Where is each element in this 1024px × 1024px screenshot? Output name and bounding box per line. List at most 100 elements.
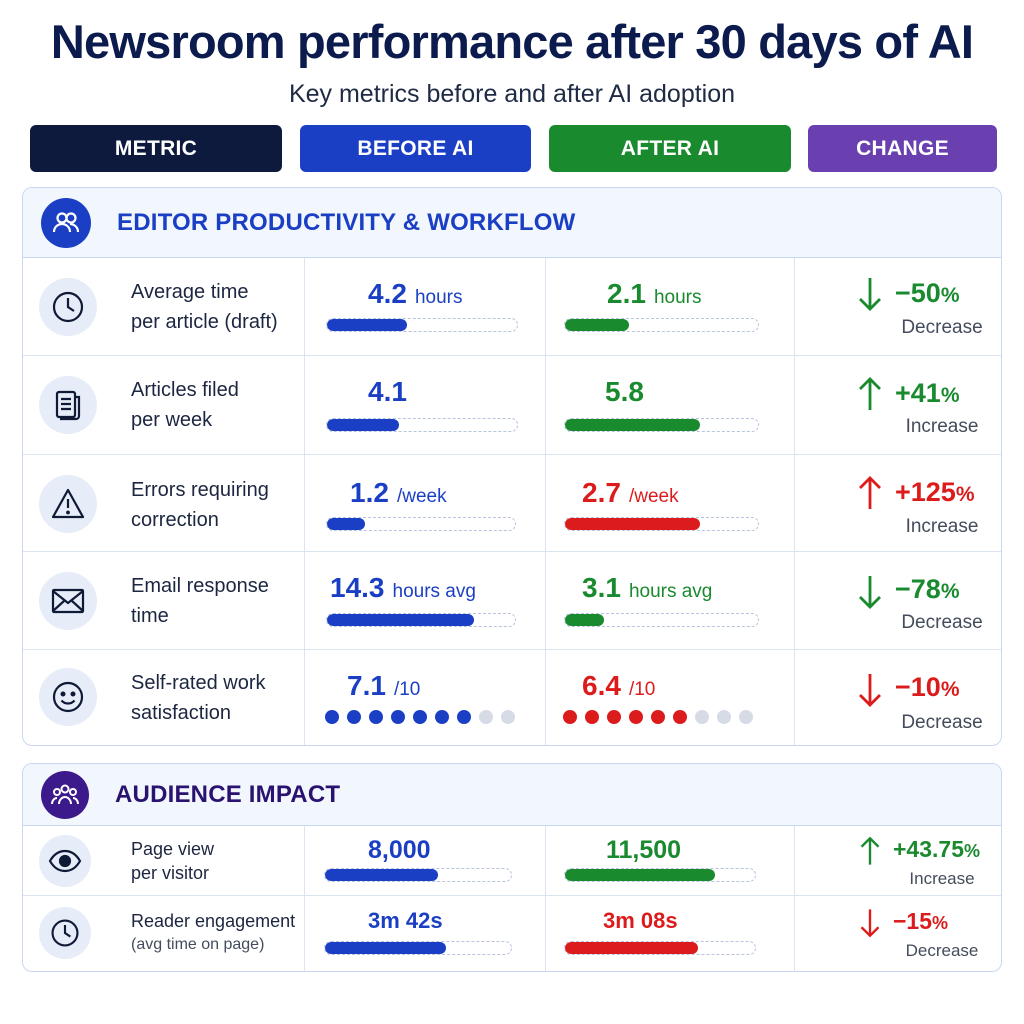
before-value: 14.3 hours avg bbox=[330, 572, 476, 603]
change-value: −50 bbox=[895, 278, 941, 308]
metric-label: Average time per article (draft) bbox=[131, 281, 278, 333]
rating-dot-filled bbox=[369, 710, 383, 724]
rating-dot-empty bbox=[717, 710, 731, 724]
table-row: Errors requiring correction 1.2/week 2.7/… bbox=[23, 455, 1001, 552]
after-value: 3.1 hours avg bbox=[582, 572, 713, 603]
change-cell: −15% Decrease bbox=[831, 896, 1001, 971]
before-progress-bar bbox=[326, 318, 518, 332]
after-value: 5.8 bbox=[605, 376, 644, 407]
eye-icon bbox=[39, 835, 91, 887]
before-value: 7.1/10 bbox=[347, 670, 421, 701]
rating-dot-filled bbox=[673, 710, 687, 724]
rating-dot-filled bbox=[629, 710, 643, 724]
table-row: Articles filed per week 4.1 5.8 +41% Incr… bbox=[23, 356, 1001, 455]
before-value: 4.2 hours bbox=[368, 278, 463, 309]
change-label: Decrease bbox=[905, 941, 979, 960]
page-subtitle: Key metrics before and after AI adoption bbox=[288, 80, 736, 108]
arrow-down-icon bbox=[860, 909, 880, 938]
divider bbox=[304, 826, 305, 971]
column-header-after: AFTER AI bbox=[549, 125, 791, 172]
section-header: EDITOR PRODUCTIVITY & WORKFLOW bbox=[23, 188, 1001, 258]
rating-dot-empty bbox=[695, 710, 709, 724]
rating-dot-filled bbox=[563, 710, 577, 724]
table-row: Reader engagement (avg time on page) 3m 4… bbox=[23, 896, 1001, 971]
after-progress-bar bbox=[564, 318, 759, 332]
metric-label: Self-rated work satisfaction bbox=[131, 672, 266, 724]
after-value: 2.7/week bbox=[582, 477, 679, 508]
document-icon bbox=[39, 376, 97, 434]
metric-label: Articles filed per week bbox=[131, 379, 239, 431]
divider bbox=[794, 826, 795, 971]
column-header-metric: METRIC bbox=[30, 125, 282, 172]
divider bbox=[794, 258, 795, 745]
arrow-up-icon bbox=[860, 836, 880, 865]
change-value: −10 bbox=[895, 672, 941, 702]
column-header-before: BEFORE AI bbox=[300, 125, 531, 172]
after-value: 3m 08s bbox=[603, 908, 678, 933]
change-cell: +43.75% Increase bbox=[831, 826, 1001, 896]
before-value: 4.1 bbox=[368, 376, 407, 407]
after-value: 2.1 hours bbox=[607, 278, 702, 309]
arrow-up-icon bbox=[859, 377, 881, 410]
arrow-down-icon bbox=[859, 674, 881, 707]
rating-dot-filled bbox=[435, 710, 449, 724]
rating-dot-filled bbox=[413, 710, 427, 724]
before-value: 3m 42s bbox=[368, 908, 443, 933]
arrow-down-icon bbox=[859, 576, 881, 609]
after-progress-bar bbox=[564, 941, 756, 955]
change-cell: −78% Decrease bbox=[831, 552, 1001, 650]
divider bbox=[304, 258, 305, 745]
before-progress-bar bbox=[324, 941, 512, 955]
after-value: 11,500 bbox=[606, 836, 682, 864]
before-value: 1.2/week bbox=[350, 477, 447, 508]
clock-icon bbox=[39, 278, 97, 336]
change-value: −15 bbox=[893, 908, 933, 934]
clock-icon bbox=[39, 907, 91, 959]
audience-icon bbox=[41, 770, 89, 819]
after-progress-bar bbox=[564, 613, 759, 627]
rating-dot-filled bbox=[651, 710, 665, 724]
change-label: Decrease bbox=[901, 612, 983, 633]
after-progress-bar bbox=[564, 868, 756, 882]
change-label: Increase bbox=[905, 416, 979, 437]
users-icon bbox=[41, 197, 91, 248]
divider bbox=[545, 258, 546, 745]
warning-icon bbox=[39, 475, 97, 533]
rating-dot-empty bbox=[739, 710, 753, 724]
change-cell: −50% Decrease bbox=[831, 258, 1001, 356]
divider bbox=[545, 826, 546, 971]
smile-icon bbox=[39, 668, 97, 726]
metric-label: Page view per visitor bbox=[131, 839, 215, 883]
change-value: +43.75 bbox=[893, 836, 964, 862]
section-audience-impact: AUDIENCE IMPACT Page view per visitor 8,0… bbox=[22, 763, 1002, 972]
section-header: AUDIENCE IMPACT bbox=[23, 764, 1001, 826]
rating-dot-filled bbox=[585, 710, 599, 724]
change-cell: +41% Increase bbox=[831, 356, 1001, 455]
rating-dot-filled bbox=[391, 710, 405, 724]
rating-dot-filled bbox=[457, 710, 471, 724]
change-cell: +125% Increase bbox=[831, 455, 1001, 552]
after-rating-dots bbox=[563, 710, 753, 724]
section-editor-productivity: EDITOR PRODUCTIVITY & WORKFLOW Average t… bbox=[22, 187, 1002, 746]
section-title: EDITOR PRODUCTIVITY & WORKFLOW bbox=[117, 208, 576, 236]
change-label: Decrease bbox=[901, 317, 983, 338]
table-row: Page view per visitor 8,000 11,500 +43.75… bbox=[23, 826, 1001, 896]
table-row: Email response time 14.3 hours avg 3.1 hour… bbox=[23, 552, 1001, 650]
after-value: 6.4/10 bbox=[582, 670, 656, 701]
arrow-down-icon bbox=[859, 278, 881, 311]
arrow-up-icon bbox=[859, 476, 881, 509]
rating-dot-empty bbox=[479, 710, 493, 724]
after-progress-bar bbox=[564, 517, 759, 531]
column-header-change: CHANGE bbox=[808, 125, 997, 172]
rating-dot-filled bbox=[347, 710, 361, 724]
rating-dot-filled bbox=[607, 710, 621, 724]
before-value: 8,000 bbox=[368, 836, 431, 864]
before-progress-bar bbox=[324, 868, 512, 882]
change-value: +125 bbox=[895, 477, 956, 507]
table-row: Average time per article (draft) 4.2 hours… bbox=[23, 258, 1001, 356]
section-title: AUDIENCE IMPACT bbox=[115, 780, 341, 808]
before-rating-dots bbox=[325, 710, 515, 724]
change-label: Decrease bbox=[901, 712, 983, 733]
change-label: Increase bbox=[905, 516, 979, 537]
after-progress-bar bbox=[564, 418, 759, 432]
